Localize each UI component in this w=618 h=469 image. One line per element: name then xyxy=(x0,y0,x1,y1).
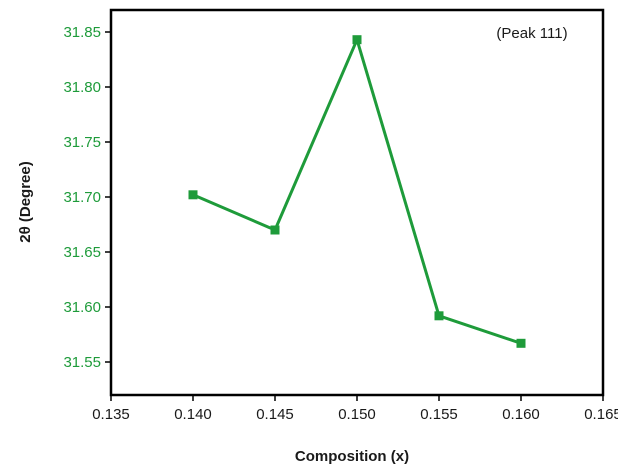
y-tick-label: 31.70 xyxy=(63,189,101,206)
data-point-marker xyxy=(352,35,362,45)
data-point-marker xyxy=(188,190,198,200)
x-tick-label: 0.135 xyxy=(92,406,130,423)
x-axis-title: Composition (x) xyxy=(295,448,409,465)
y-tick-label: 31.55 xyxy=(63,354,101,371)
y-tick-label: 31.80 xyxy=(63,79,101,96)
plot-frame xyxy=(109,8,605,397)
y-tick-label: 31.60 xyxy=(63,299,101,316)
data-point-marker xyxy=(270,225,280,235)
series-line xyxy=(192,38,522,345)
x-tick-label: 0.150 xyxy=(338,406,376,423)
series-layer xyxy=(188,35,526,348)
data-point-marker xyxy=(516,338,526,348)
peak-annotation: (Peak 111) xyxy=(496,25,567,42)
y-tick-label: 31.75 xyxy=(63,134,101,151)
y-tick-label: 31.65 xyxy=(63,244,101,261)
x-tick-label: 0.145 xyxy=(256,406,294,423)
x-tick-label: 0.140 xyxy=(174,406,212,423)
y-axis-title: 2θ (Degree) xyxy=(17,161,34,242)
x-tick-label: 0.155 xyxy=(420,406,458,423)
ticks-layer: 0.135 0.140 0.145 0.150 0.155 0.160 0.165 31.55… xyxy=(63,24,618,423)
x-tick-label: 0.165 xyxy=(584,406,618,423)
y-tick-label: 31.85 xyxy=(63,24,101,41)
x-tick-label: 0.160 xyxy=(502,406,540,423)
data-point-marker xyxy=(434,311,444,321)
